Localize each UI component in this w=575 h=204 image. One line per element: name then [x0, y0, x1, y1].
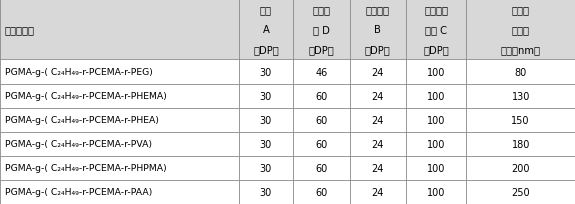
Text: 24: 24	[371, 91, 384, 101]
Text: 30: 30	[260, 187, 272, 197]
Bar	[293, 108, 350, 132]
Bar	[0, 84, 239, 108]
Text: 100: 100	[427, 139, 445, 149]
Text: 分子刷结构: 分子刷结构	[5, 25, 34, 35]
Text: 24: 24	[371, 187, 384, 197]
Text: 130: 130	[512, 91, 530, 101]
Text: （DP）: （DP）	[365, 45, 390, 55]
Text: 侧链 C: 侧链 C	[425, 25, 447, 35]
Text: A: A	[263, 25, 269, 35]
Bar	[0, 0, 239, 60]
Bar	[0, 156, 239, 180]
Bar	[350, 180, 406, 204]
Text: 链 D: 链 D	[313, 25, 330, 35]
Bar	[239, 108, 293, 132]
Text: 100: 100	[427, 91, 445, 101]
Bar	[0, 60, 239, 84]
Text: 46: 46	[315, 67, 328, 77]
Text: 60: 60	[315, 139, 328, 149]
Text: 24: 24	[371, 139, 384, 149]
Text: 60: 60	[315, 115, 328, 125]
Bar	[350, 0, 406, 60]
Text: （DP）: （DP）	[423, 45, 449, 55]
Bar	[350, 60, 406, 84]
Bar	[406, 84, 466, 108]
Text: （DP）: （DP）	[253, 45, 279, 55]
Bar	[239, 0, 293, 60]
Text: 30: 30	[260, 139, 272, 149]
Bar	[0, 180, 239, 204]
Text: 60: 60	[315, 91, 328, 101]
Bar	[0, 108, 239, 132]
Text: （DP）: （DP）	[309, 45, 334, 55]
Text: 100: 100	[427, 163, 445, 173]
Text: 100: 100	[427, 115, 445, 125]
Text: 200: 200	[511, 163, 530, 173]
Bar	[466, 180, 575, 204]
Bar	[406, 180, 466, 204]
Bar	[239, 180, 293, 204]
Text: PGMA-g-( C₂₄H₄₉-r-PCEMA-r-PHPMA): PGMA-g-( C₂₄H₄₉-r-PCEMA-r-PHPMA)	[5, 164, 166, 173]
Text: PGMA-g-( C₂₄H₄₉-r-PCEMA-r-PEG): PGMA-g-( C₂₄H₄₉-r-PCEMA-r-PEG)	[5, 68, 152, 77]
Bar	[293, 156, 350, 180]
Text: 主链: 主链	[260, 5, 272, 15]
Bar	[239, 156, 293, 180]
Bar	[406, 132, 466, 156]
Bar	[350, 132, 406, 156]
Text: 30: 30	[260, 163, 272, 173]
Bar	[466, 108, 575, 132]
Bar	[406, 108, 466, 132]
Text: 30: 30	[260, 115, 272, 125]
Bar	[293, 132, 350, 156]
Bar	[293, 0, 350, 60]
Text: 80: 80	[515, 67, 527, 77]
Text: 180: 180	[512, 139, 530, 149]
Bar	[293, 60, 350, 84]
Text: 150: 150	[511, 115, 530, 125]
Text: 粒径（nm）: 粒径（nm）	[501, 45, 540, 55]
Text: 30: 30	[260, 67, 272, 77]
Bar	[239, 84, 293, 108]
Bar	[406, 156, 466, 180]
Text: PGMA-g-( C₂₄H₄₉-r-PCEMA-r-PHEMA): PGMA-g-( C₂₄H₄₉-r-PCEMA-r-PHEMA)	[5, 92, 166, 101]
Bar	[406, 60, 466, 84]
Bar	[350, 108, 406, 132]
Text: 60: 60	[315, 187, 328, 197]
Bar	[406, 0, 466, 60]
Text: 24: 24	[371, 115, 384, 125]
Text: PGMA-g-( C₂₄H₄₉-r-PCEMA-r-PHEA): PGMA-g-( C₂₄H₄₉-r-PCEMA-r-PHEA)	[5, 116, 159, 125]
Text: 60: 60	[315, 163, 328, 173]
Bar	[239, 132, 293, 156]
Text: 亲水侧: 亲水侧	[312, 5, 331, 15]
Bar	[466, 132, 575, 156]
Text: 亲油侧链: 亲油侧链	[366, 5, 390, 15]
Bar	[466, 60, 575, 84]
Text: B: B	[374, 25, 381, 35]
Bar	[350, 156, 406, 180]
Bar	[239, 60, 293, 84]
Text: 100: 100	[427, 67, 445, 77]
Text: 交联结构: 交联结构	[424, 5, 448, 15]
Text: PGMA-g-( C₂₄H₄₉-r-PCEMA-r-PAA): PGMA-g-( C₂₄H₄₉-r-PCEMA-r-PAA)	[5, 187, 152, 196]
Bar	[466, 156, 575, 180]
Bar	[350, 84, 406, 108]
Bar	[293, 84, 350, 108]
Text: 250: 250	[511, 187, 530, 197]
Text: 30: 30	[260, 91, 272, 101]
Text: 蜡胶囊: 蜡胶囊	[512, 25, 530, 35]
Text: 100: 100	[427, 187, 445, 197]
Bar	[466, 0, 575, 60]
Text: 纳米石: 纳米石	[512, 5, 530, 15]
Text: PGMA-g-( C₂₄H₄₉-r-PCEMA-r-PVA): PGMA-g-( C₂₄H₄₉-r-PCEMA-r-PVA)	[5, 140, 152, 149]
Text: 24: 24	[371, 163, 384, 173]
Bar	[466, 84, 575, 108]
Bar	[293, 180, 350, 204]
Bar	[0, 132, 239, 156]
Text: 24: 24	[371, 67, 384, 77]
